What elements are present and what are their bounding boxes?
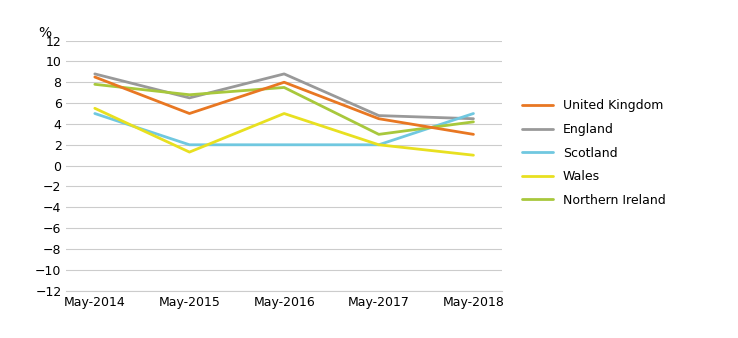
Wales xyxy=(90,106,99,110)
United Kingdom xyxy=(280,80,289,84)
Line: United Kingdom: United Kingdom xyxy=(94,77,474,135)
Wales xyxy=(374,143,383,147)
Scotland xyxy=(90,112,99,116)
United Kingdom xyxy=(469,132,478,137)
Wales xyxy=(469,153,478,157)
England xyxy=(469,117,478,121)
Line: Scotland: Scotland xyxy=(94,114,474,145)
Northern Ireland xyxy=(469,120,478,124)
Line: Northern Ireland: Northern Ireland xyxy=(94,84,474,135)
Line: Wales: Wales xyxy=(94,108,474,155)
England xyxy=(185,96,194,100)
Scotland xyxy=(185,143,194,147)
Scotland xyxy=(374,143,383,147)
Scotland xyxy=(280,143,289,147)
Northern Ireland xyxy=(280,86,289,90)
Line: England: England xyxy=(94,74,474,119)
England xyxy=(90,72,99,76)
England xyxy=(280,72,289,76)
Northern Ireland xyxy=(374,132,383,137)
England xyxy=(374,114,383,118)
Legend: United Kingdom, England, Scotland, Wales, Northern Ireland: United Kingdom, England, Scotland, Wales… xyxy=(517,94,671,212)
Northern Ireland xyxy=(185,93,194,97)
Text: %: % xyxy=(38,26,51,40)
Scotland xyxy=(469,112,478,116)
Wales xyxy=(185,150,194,154)
United Kingdom xyxy=(185,112,194,116)
United Kingdom xyxy=(374,117,383,121)
Northern Ireland xyxy=(90,82,99,87)
United Kingdom xyxy=(90,75,99,79)
Wales xyxy=(280,112,289,116)
